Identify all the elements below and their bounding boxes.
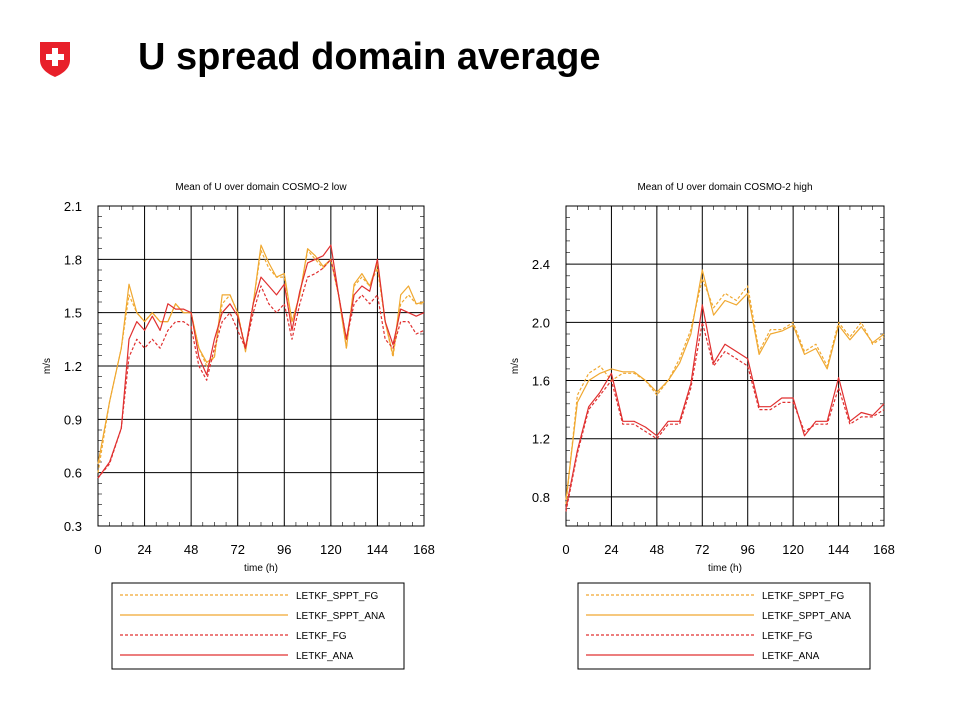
chart-high: Mean of U over domain COSMO-2 high 0 24 48 7… <box>510 182 895 670</box>
legend-label: LETKF_SPPT_ANA <box>762 611 851 622</box>
y-tick-label: 1.8 <box>64 252 82 267</box>
plot-frame <box>97 205 425 527</box>
y-tick-label: 0.8 <box>532 490 550 505</box>
y-tick-label: 1.5 <box>64 306 82 321</box>
y-tick-label: 1.2 <box>532 432 550 447</box>
x-tick-label: 72 <box>695 542 709 557</box>
y-tick-label: 0.3 <box>64 519 82 534</box>
legend: LETKF_SPPT_FG LETKF_SPPT_ANA LETKF_FG LETKF… <box>577 582 871 670</box>
x-tick-label: 96 <box>740 542 754 557</box>
plot-frame <box>565 205 885 527</box>
y-tick-label: 2.0 <box>532 315 550 330</box>
x-tick-label: 168 <box>413 542 435 557</box>
x-tick-label: 96 <box>277 542 291 557</box>
y-axis-label: m/s <box>510 358 521 374</box>
legend-label: LETKF_FG <box>296 631 347 642</box>
x-tick-label: 24 <box>604 542 618 557</box>
x-axis-label: time (h) <box>244 563 278 574</box>
chart-title: Mean of U over domain COSMO-2 low <box>175 182 347 193</box>
series-line-letkf-sppt-ana <box>565 269 885 500</box>
legend-label: LETKF_SPPT_FG <box>762 591 844 602</box>
swiss-cross-shield-icon <box>40 42 70 77</box>
series-line-letkf-sppt-fg <box>565 278 885 505</box>
x-tick-label: 144 <box>367 542 389 557</box>
slide-title: U spread domain average <box>138 36 601 78</box>
legend-label: LETKF_FG <box>762 631 813 642</box>
series-line-letkf-ana <box>97 244 425 479</box>
y-axis-label: m/s <box>42 358 53 374</box>
y-tick-label: 0.6 <box>64 466 82 481</box>
legend: LETKF_SPPT_FG LETKF_SPPT_ANA LETKF_FG LETKF… <box>111 582 405 670</box>
y-tick-label: 0.9 <box>64 412 82 427</box>
x-tick-label: 24 <box>137 542 151 557</box>
series-line-letkf-fg <box>97 258 425 479</box>
chart-low: Mean of U over domain COSMO-2 low 0 24 48 72… <box>42 182 435 670</box>
legend-label: LETKF_ANA <box>296 651 354 662</box>
x-tick-label: 48 <box>650 542 664 557</box>
x-tick-label: 120 <box>320 542 342 557</box>
series-line-letkf-ana <box>565 304 885 509</box>
x-tick-label: 0 <box>94 542 101 557</box>
y-tick-label: 2.1 <box>64 199 82 214</box>
chart-title: Mean of U over domain COSMO-2 high <box>637 182 812 193</box>
series-line-letkf-fg <box>565 321 885 512</box>
x-tick-label: 48 <box>184 542 198 557</box>
x-tick-label: 0 <box>562 542 569 557</box>
x-tick-label: 120 <box>782 542 804 557</box>
x-tick-label: 72 <box>230 542 244 557</box>
y-tick-label: 1.6 <box>532 374 550 389</box>
legend-label: LETKF_ANA <box>762 651 820 662</box>
legend-label: LETKF_SPPT_ANA <box>296 611 385 622</box>
y-tick-label: 1.2 <box>64 359 82 374</box>
x-tick-label: 168 <box>873 542 895 557</box>
series-line-letkf-sppt-fg <box>97 249 424 473</box>
y-tick-label: 2.4 <box>532 257 550 272</box>
x-tick-label: 144 <box>828 542 850 557</box>
x-axis-label: time (h) <box>708 563 742 574</box>
series-line-letkf-sppt-ana <box>97 244 425 464</box>
legend-label: LETKF_SPPT_FG <box>296 591 378 602</box>
